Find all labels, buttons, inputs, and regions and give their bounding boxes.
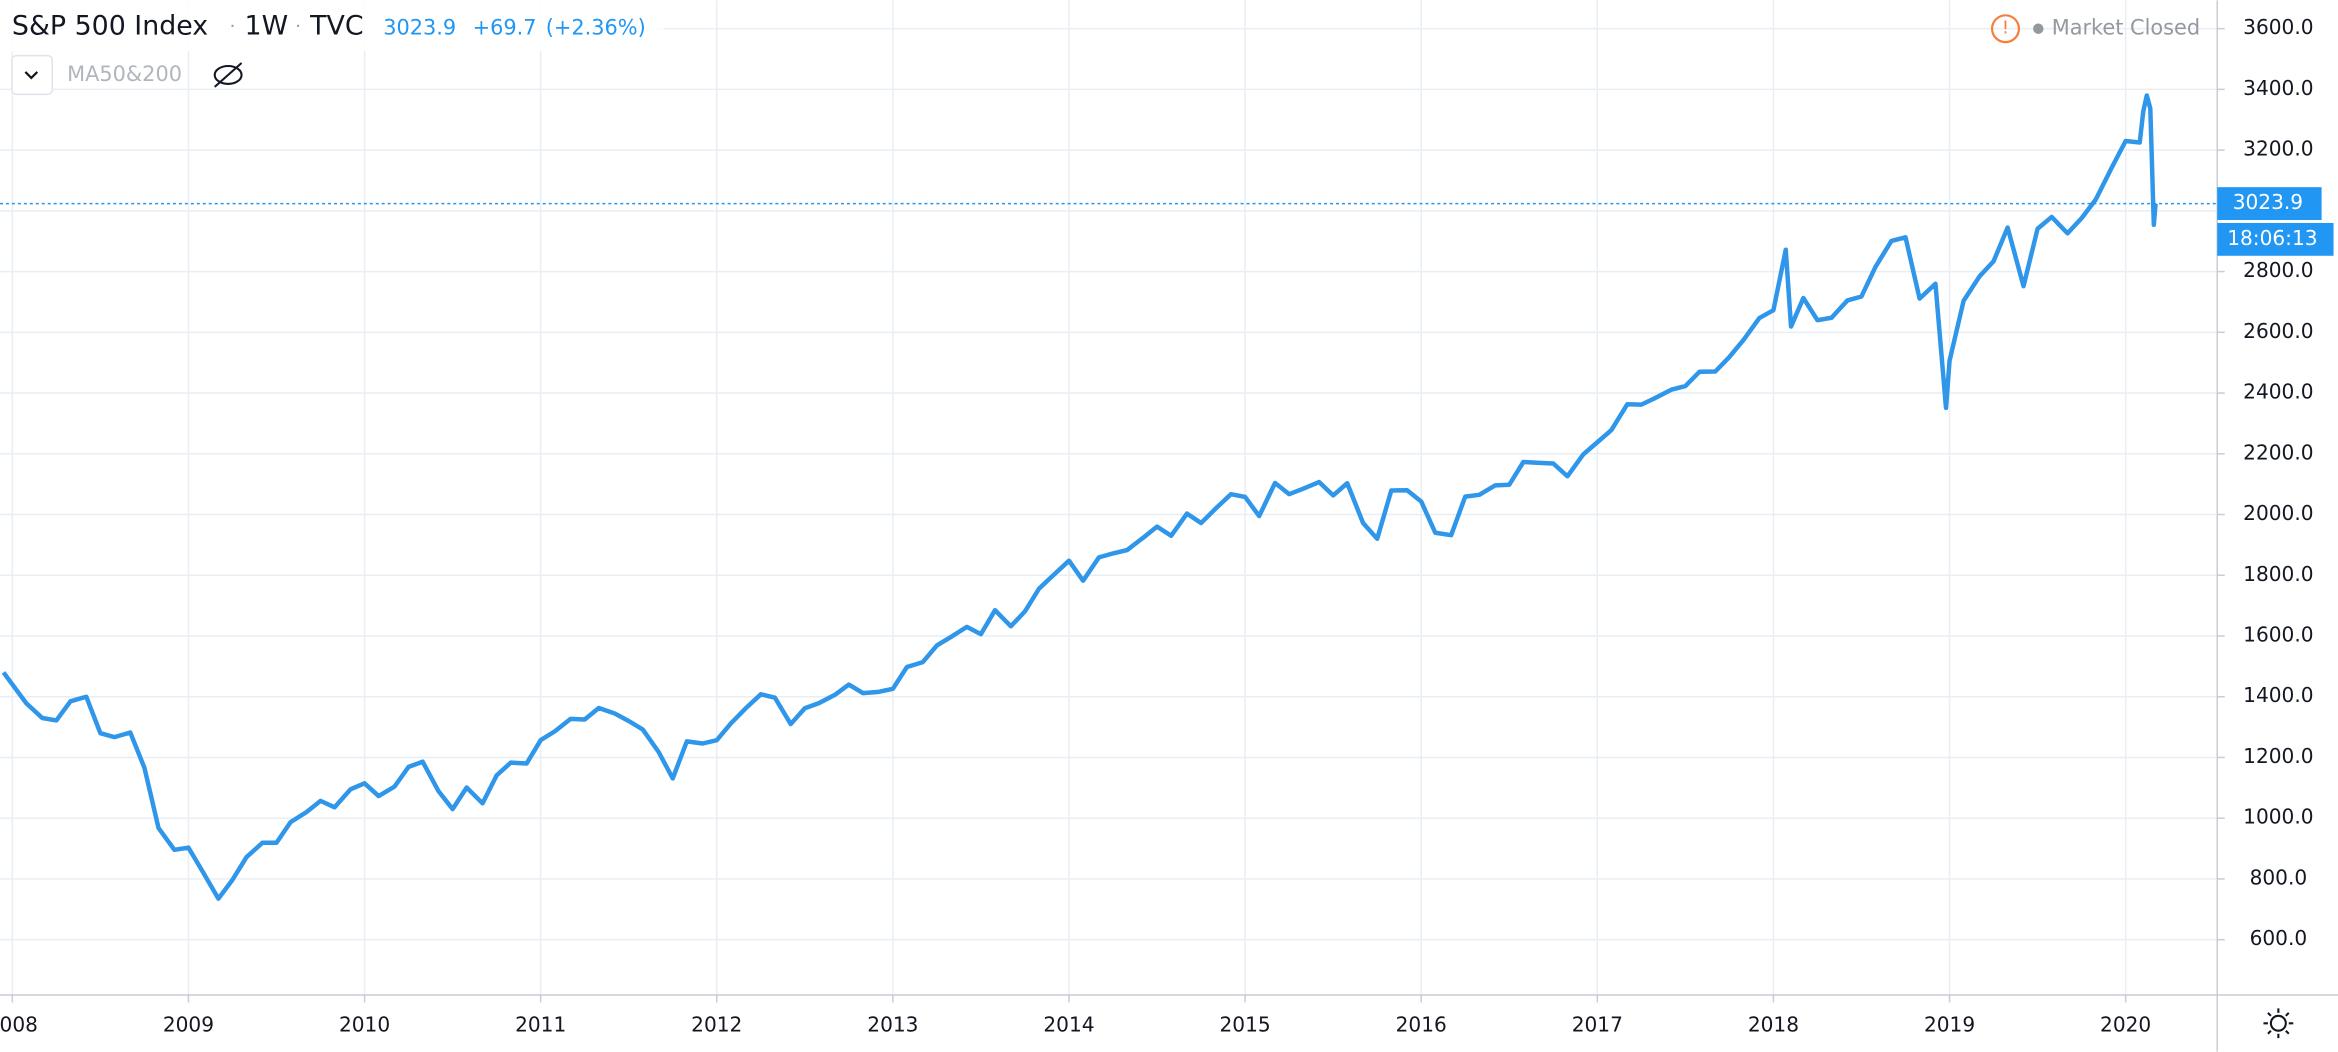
x-tick-label: 2017	[1572, 1013, 1623, 1037]
x-tick-label: 2015	[1220, 1013, 1271, 1037]
y-tick-label: 1800.0	[2243, 562, 2313, 586]
y-tick-label: 3600.0	[2243, 15, 2313, 39]
indicator[interactable]: MA50&200	[67, 62, 182, 86]
indicator-toggle[interactable]	[11, 54, 53, 96]
legend-bg	[0, 0, 664, 52]
settings-icon[interactable]	[2263, 1008, 2294, 1039]
plot	[0, 93, 2218, 901]
sep: ·	[295, 16, 301, 37]
market-status: Market Closed	[2052, 16, 2200, 40]
sep: ·	[230, 16, 236, 37]
grid	[0, 0, 2218, 995]
price-label: 3023.9 18:06:13	[2217, 187, 2334, 256]
x-tick-label: 2008	[0, 1013, 38, 1037]
y-tick-label: 1600.0	[2243, 622, 2313, 646]
y-tick-label: 600.0	[2250, 926, 2308, 950]
y-tick-label: 2200.0	[2243, 440, 2313, 464]
y-tick-label: 2600.0	[2243, 319, 2313, 343]
y-tick-label: 1000.0	[2243, 805, 2313, 829]
y-tick-label: 2400.0	[2243, 380, 2313, 404]
slash	[214, 62, 243, 88]
change: +69.7	[473, 16, 537, 40]
collapse-button[interactable]	[11, 54, 53, 96]
price-box	[2217, 187, 2322, 220]
warning-icon[interactable]	[1990, 14, 2021, 44]
price-box-label: 3023.9	[2233, 190, 2303, 214]
y-tick-label: 1200.0	[2243, 744, 2313, 768]
status-dot	[2033, 23, 2044, 34]
y-tick-label: 2000.0	[2243, 501, 2313, 525]
symbol: S&P 500 Index	[12, 11, 208, 42]
price-line	[1, 93, 2158, 901]
x-tick-label: 2009	[163, 1013, 214, 1037]
x-tick-label: 2014	[1043, 1013, 1094, 1037]
y-tick-label: 2800.0	[2243, 258, 2313, 282]
x-tick-label: 2010	[339, 1013, 390, 1037]
x-tick-label: 2016	[1396, 1013, 1447, 1037]
eye	[213, 64, 243, 85]
axes: 600.0 800.0 1000.0 1200.0 1400.0 1600.0 1800.0…	[0, 15, 2314, 1037]
x-tick-label: 2019	[1924, 1013, 1975, 1037]
countdown-box	[2217, 222, 2334, 256]
last-price: 3023.9	[383, 16, 456, 40]
gear-teeth	[2263, 1008, 2294, 1039]
chevron	[24, 71, 39, 80]
countdown: 18:06:13	[2227, 226, 2317, 250]
change-percent: (+2.36%)	[546, 16, 646, 40]
interval: 1W	[245, 11, 289, 42]
x-tick-label: 2012	[691, 1013, 742, 1037]
y-tick-label: 3400.0	[2243, 76, 2313, 100]
x-tick-label: 2011	[515, 1013, 566, 1037]
y-tick-label: 1400.0	[2243, 683, 2313, 707]
gear	[2269, 1014, 2287, 1032]
x-tick-label: 2020	[2100, 1013, 2151, 1037]
x-tick-label: 2013	[867, 1013, 918, 1037]
x-tick-label: 2018	[1748, 1013, 1799, 1037]
y-tick-label: 3200.0	[2243, 137, 2313, 161]
hide-icon[interactable]	[213, 62, 243, 88]
exchange: TVC	[309, 11, 363, 42]
y-tick-label: 800.0	[2250, 865, 2308, 889]
warning-mark: !	[2002, 18, 2009, 39]
